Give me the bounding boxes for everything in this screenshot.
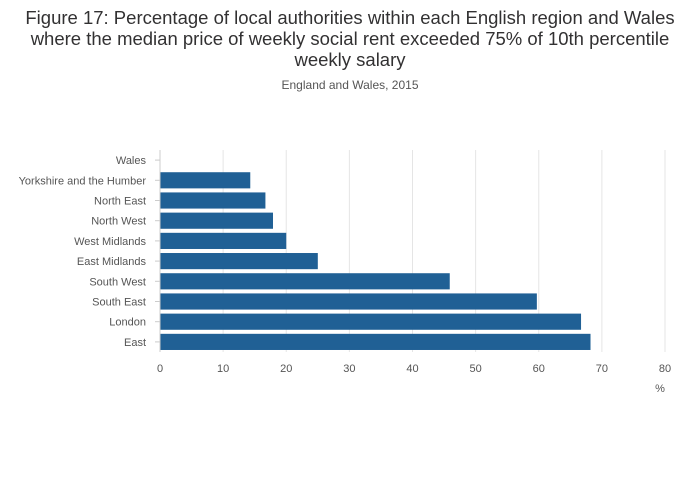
chart-title: Figure 17: Percentage of local authoriti…: [25, 7, 675, 70]
x-tick-label: 80: [659, 363, 671, 375]
category-label: North East: [94, 196, 146, 208]
category-label: South East: [92, 297, 146, 309]
x-axis-title: %: [655, 383, 665, 395]
category-label: London: [109, 317, 146, 329]
bar: [160, 333, 591, 350]
bar: [160, 212, 273, 229]
bar: [160, 313, 582, 330]
x-tick-label: 20: [280, 363, 292, 375]
category-label: West Midlands: [74, 236, 146, 248]
category-label: Yorkshire and the Humber: [19, 175, 147, 187]
bars: [160, 172, 591, 350]
chart-subtitle: England and Wales, 2015: [281, 78, 419, 92]
x-tick-label: 30: [343, 363, 355, 375]
bar: [160, 192, 266, 209]
category-label: North West: [91, 216, 146, 228]
category-labels: Wales Yorkshire and the Humber North East N…: [19, 155, 160, 349]
bar: [160, 273, 450, 290]
x-tick-label: 60: [533, 363, 545, 375]
x-tick-label: 50: [470, 363, 482, 375]
x-tick-label: 70: [596, 363, 608, 375]
category-label: Wales: [116, 155, 147, 167]
category-label: East Midlands: [77, 256, 147, 268]
bar: [160, 172, 251, 189]
bar: [160, 253, 318, 270]
bar: [160, 232, 287, 249]
x-tick-label: 0: [157, 363, 163, 375]
bar: [160, 293, 537, 310]
category-label: South West: [89, 276, 146, 288]
x-tick-label: 40: [406, 363, 418, 375]
x-tick-label: 10: [217, 363, 229, 375]
category-label: East: [124, 337, 146, 349]
x-tick-labels: 0 10 20 30 40 50 60 70 80: [157, 363, 671, 375]
